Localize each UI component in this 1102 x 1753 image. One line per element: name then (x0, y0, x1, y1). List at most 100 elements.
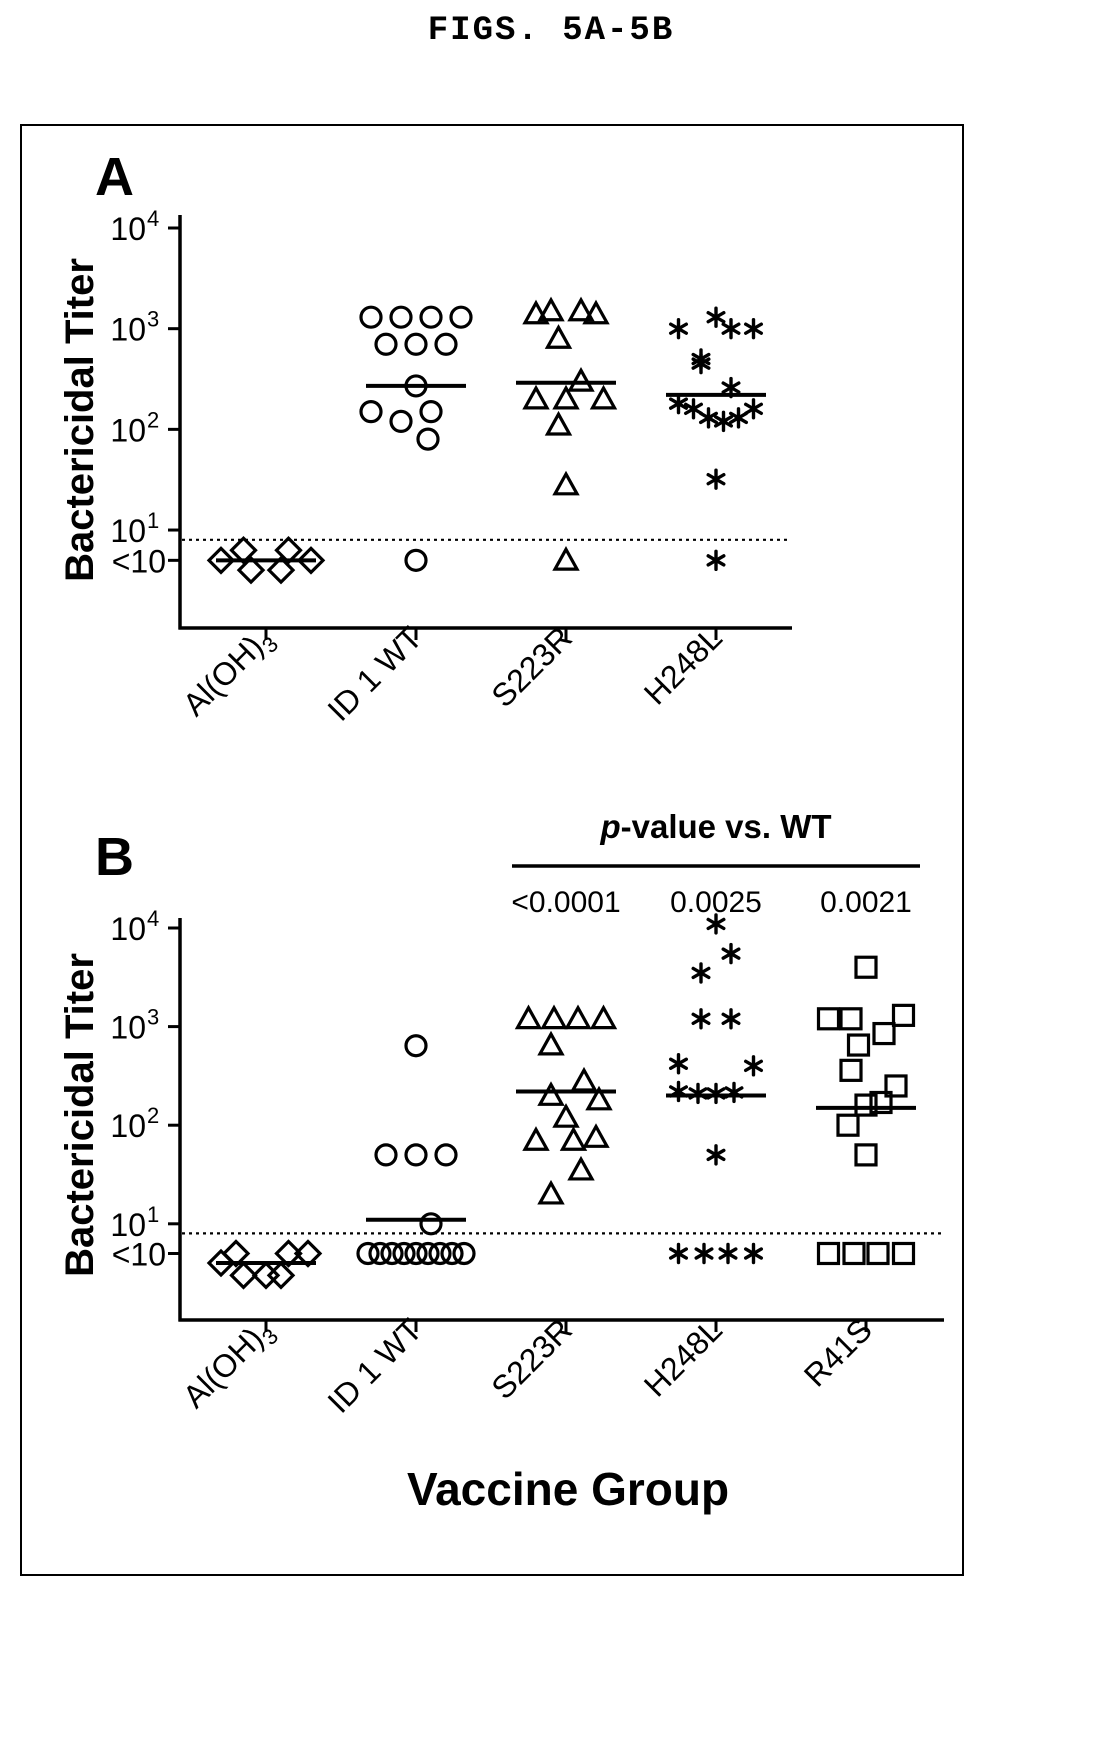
data-point-circle (368, 1241, 392, 1266)
y-tick-label: <10 (112, 1236, 166, 1272)
data-point-square (836, 1113, 860, 1137)
data-point-triangle (537, 1081, 565, 1106)
series-asterisk (669, 913, 763, 1265)
data-point-diamond (296, 546, 326, 575)
data-point-circle (419, 1212, 443, 1236)
data-point-triangle (522, 384, 550, 410)
data-point-asterisk (684, 398, 703, 420)
series-circle (356, 1034, 476, 1266)
data-point-circle (380, 1241, 404, 1266)
data-point-triangle (540, 1004, 568, 1030)
data-point-asterisk (669, 1242, 688, 1265)
data-point-square (854, 955, 878, 979)
data-point-triangle (582, 299, 610, 325)
data-point-circle (404, 1143, 428, 1167)
y-tick-label: 10 (110, 211, 146, 247)
data-point-circle (389, 305, 413, 329)
asterisk-stroke (669, 397, 688, 410)
data-point-asterisk (744, 398, 763, 420)
data-point-asterisk (706, 549, 726, 572)
data-point-circle (434, 332, 458, 356)
x-tick-label: S223R (484, 1311, 579, 1406)
x-tick-label: S223R (484, 619, 579, 714)
asterisk-stroke (669, 1247, 688, 1260)
data-point-diamond (236, 555, 266, 585)
y-tick-label: 10 (110, 911, 146, 947)
data-point-triangle (514, 1004, 543, 1030)
data-point-circle (449, 305, 473, 329)
data-point-circle (419, 305, 443, 329)
y-tick-label-exponent: 3 (147, 1005, 159, 1030)
y-tick-label-exponent: 4 (147, 906, 159, 931)
data-point-triangle (537, 1179, 565, 1205)
asterisk-stroke (691, 357, 711, 370)
asterisk-stroke (744, 1059, 763, 1073)
asterisk-stroke (706, 554, 726, 567)
data-point-asterisk (699, 407, 718, 429)
x-tick-label: Al(OH)3 (176, 619, 283, 726)
data-point-circle (434, 1143, 458, 1167)
asterisk-stroke (669, 1057, 688, 1070)
series-asterisk (669, 306, 763, 572)
data-point-triangle (589, 384, 618, 410)
data-point-triangle (589, 1004, 618, 1030)
figure-title: FIGS. 5A-5B (427, 12, 675, 50)
data-point-square (816, 1007, 841, 1031)
x-tick-label: ID 1 WT (321, 1311, 429, 1419)
asterisk-stroke (718, 1247, 738, 1260)
data-point-circle (416, 427, 440, 451)
y-axis-label: Bactericidal Titer (58, 953, 102, 1277)
asterisk-stroke (729, 411, 748, 425)
data-point-triangle (537, 1030, 565, 1056)
asterisk-stroke (721, 947, 741, 960)
data-point-square (854, 1093, 878, 1117)
data-point-triangle (552, 470, 580, 496)
x-tick-label: H248L (637, 1311, 729, 1403)
data-point-diamond (266, 555, 296, 585)
data-point-asterisk (694, 1242, 714, 1265)
data-point-asterisk (744, 1242, 763, 1265)
data-point-asterisk (744, 1055, 763, 1077)
y-tick-label-exponent: 3 (147, 307, 159, 332)
data-point-asterisk (721, 317, 741, 340)
data-point-triangle (537, 296, 565, 322)
data-point-triangle (567, 296, 595, 322)
y-tick-label-exponent: 4 (147, 206, 159, 231)
data-point-asterisk (706, 306, 726, 328)
data-point-asterisk (714, 410, 733, 433)
data-point-circle (404, 1241, 428, 1266)
series-triangle (522, 296, 618, 571)
data-point-circle (428, 1241, 452, 1266)
data-point-square (891, 1003, 916, 1027)
asterisk-stroke (706, 472, 726, 486)
data-point-asterisk (706, 468, 726, 490)
data-point-triangle (552, 546, 580, 571)
data-point-triangle (522, 1126, 550, 1151)
panel-letter: A (95, 147, 134, 207)
x-tick-label: H248L (637, 619, 729, 711)
data-point-asterisk (669, 317, 688, 340)
data-point-triangle (564, 1004, 592, 1030)
data-point-circle (359, 400, 383, 424)
data-point-square (866, 1241, 890, 1266)
asterisk-stroke (744, 322, 763, 335)
data-point-triangle (522, 299, 550, 325)
data-point-circle (374, 332, 398, 356)
figure-frame (20, 124, 964, 1576)
data-point-circle (416, 1241, 440, 1266)
y-tick-label: 10 (110, 1207, 146, 1243)
x-tick-label: ID 1 WT (321, 619, 429, 727)
data-point-circle (404, 548, 428, 572)
data-point-asterisk (669, 1053, 688, 1075)
y-tick-label-exponent: 2 (147, 407, 159, 432)
data-point-square (854, 1143, 878, 1167)
data-point-square (816, 1241, 841, 1266)
data-point-square (842, 1241, 866, 1266)
p-value-header: p-value vs. WT (599, 808, 831, 845)
data-point-asterisk (691, 962, 711, 984)
series-diamond (206, 1239, 323, 1290)
data-point-triangle (544, 324, 573, 349)
